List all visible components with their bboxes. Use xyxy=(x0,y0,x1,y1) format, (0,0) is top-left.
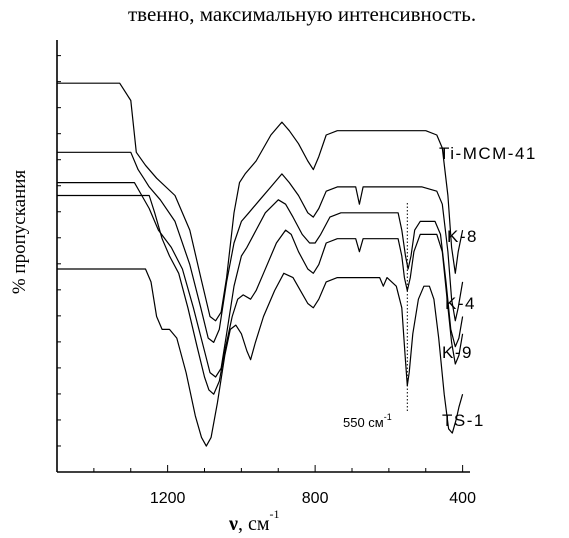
series-label-k-9: K-9 xyxy=(442,343,473,362)
series-line-k-9 xyxy=(57,194,464,395)
series-line-k-4 xyxy=(57,182,464,378)
x-tick-label: 800 xyxy=(302,490,329,507)
x-axis-label: ν, см-1 xyxy=(228,507,279,535)
series-labels: Ti-MCM-41 K-8 K-4 K-9 TS-1 xyxy=(439,144,537,430)
x-axis-exponent: -1 xyxy=(269,507,279,521)
x-tick-label: 400 xyxy=(449,490,476,507)
x-axis-symbol: ν xyxy=(228,513,238,535)
series-label-ts-1: TS-1 xyxy=(442,411,485,430)
series-label-k-8: K-8 xyxy=(447,227,478,246)
series-line-k-8 xyxy=(57,151,464,343)
annotation-text: 550 см xyxy=(343,415,384,430)
series-line-ts-1 xyxy=(57,268,464,447)
series-label-ti-mcm-41: Ti-MCM-41 xyxy=(439,144,537,163)
axes: 1200 800 400 xyxy=(56,40,476,507)
caption-text: твенно, максимальную интенсивность. xyxy=(128,2,476,26)
annotation-group: 550 см-1 xyxy=(343,203,408,430)
series-line-ti-mcm-41 xyxy=(57,82,464,322)
series-label-k-4: K-4 xyxy=(445,294,476,313)
annotation-label: 550 см-1 xyxy=(343,412,392,430)
annotation-exponent: -1 xyxy=(384,412,392,422)
x-tick-label: 1200 xyxy=(150,490,186,507)
series-group xyxy=(57,82,464,447)
x-axis-unit: , см xyxy=(238,513,270,535)
y-axis-label: % пропускания xyxy=(9,170,30,295)
